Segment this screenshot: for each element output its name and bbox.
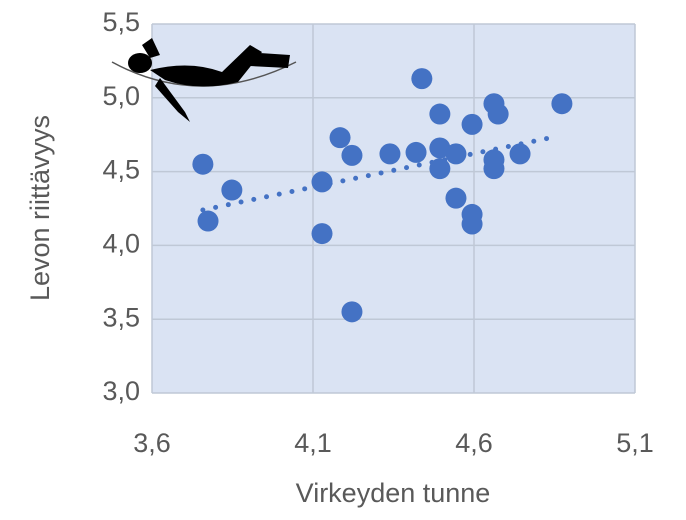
point [341,301,363,323]
point [192,153,214,175]
point [429,158,451,180]
hammock-icon [111,38,297,122]
point [461,213,483,235]
point [461,113,483,135]
point [551,93,573,115]
y-tick-label: 4,5 [102,155,140,185]
point [429,137,451,159]
y-tick-label: 5,5 [102,7,140,37]
plot-area [152,24,635,393]
point [483,158,505,180]
x-tick-label: 4,6 [455,428,493,458]
x-axis-title: Virkeyden tunne [296,478,491,508]
point [197,210,219,232]
y-axis-title: Levon riittävyys [25,115,55,301]
point [221,179,243,201]
point [311,223,333,245]
point [341,144,363,166]
marks [192,68,573,323]
x-tick-label: 4,1 [294,428,332,458]
x-tick-label: 5,1 [616,428,654,458]
point [445,143,467,165]
y-tick-label: 5,0 [102,81,140,111]
point [411,68,433,90]
point [445,187,467,209]
y-tick-label: 4,0 [102,229,140,259]
point [487,103,509,125]
point [509,143,531,165]
point [405,141,427,163]
point [311,171,333,193]
trendline [200,133,561,213]
y-tick-label: 3,0 [102,376,140,406]
y-tick-label: 3,5 [102,302,140,332]
point [429,103,451,125]
point [379,143,401,165]
point [329,127,351,149]
x-tick-label: 3,6 [133,428,171,458]
grid [151,23,636,394]
